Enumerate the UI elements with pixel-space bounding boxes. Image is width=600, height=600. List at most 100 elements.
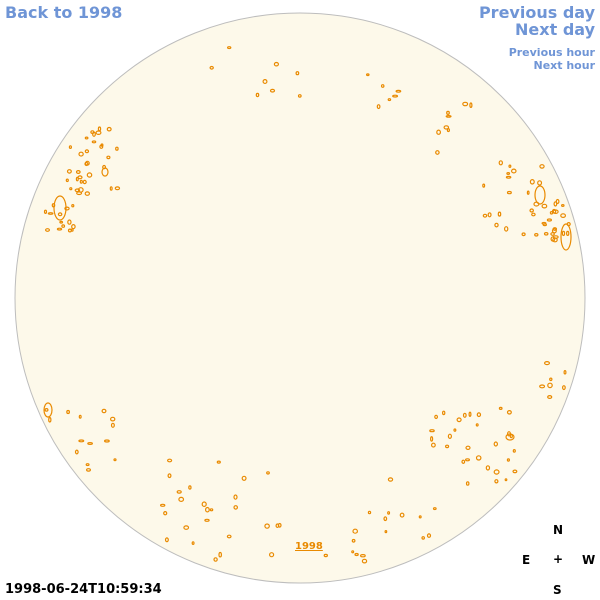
contour-speck	[69, 187, 73, 191]
contour-speck	[561, 230, 566, 237]
contour-speck	[384, 529, 388, 534]
contour-speck	[269, 88, 276, 93]
contour-speck	[476, 412, 482, 418]
contour-speck	[566, 230, 570, 236]
contour-speck	[539, 164, 545, 169]
year-marker-link[interactable]: 1998	[295, 541, 323, 552]
contour-speck	[56, 227, 63, 231]
contour-speck	[85, 468, 91, 472]
contour-speck	[537, 180, 543, 186]
contour-speck	[77, 175, 83, 180]
contour-speck	[534, 233, 539, 237]
contour-speck	[475, 423, 479, 427]
contour-speck	[392, 94, 399, 98]
contour-speck	[461, 459, 466, 464]
contour-speck	[482, 183, 486, 188]
contour-loop	[43, 402, 53, 418]
contour-speck	[465, 481, 470, 486]
contour-speck	[487, 212, 492, 218]
contour-speck	[360, 554, 366, 558]
contour-speck	[505, 175, 512, 179]
contour-speck	[552, 227, 558, 231]
contour-speck	[443, 125, 450, 130]
contour-speck	[504, 226, 509, 232]
contour-speck	[546, 218, 553, 222]
contour-speck	[82, 179, 87, 185]
contour-speck	[421, 536, 426, 540]
observation-timestamp: 1998-06-24T10:59:34	[5, 582, 162, 597]
next-day-link[interactable]: Next day	[515, 20, 595, 39]
contour-speck	[560, 204, 565, 208]
contour-speck	[562, 385, 566, 391]
contour-speck	[204, 506, 210, 513]
contour-speck	[395, 89, 402, 93]
contour-loop	[560, 223, 572, 251]
contour-speck	[376, 104, 381, 110]
contour-speck	[539, 384, 546, 389]
contour-speck	[233, 505, 239, 510]
contour-speck	[541, 203, 548, 209]
contour-speck	[387, 511, 391, 515]
contour-speck	[418, 515, 422, 519]
contour-speck	[106, 126, 112, 132]
contour-speck	[216, 460, 221, 464]
contour-speck	[90, 130, 95, 135]
contour-speck	[453, 428, 457, 432]
contour-speck	[354, 552, 359, 557]
contour-speck	[563, 369, 567, 375]
contour-speck	[550, 236, 556, 242]
contour-speck	[543, 361, 550, 366]
contour-speck	[550, 232, 555, 236]
contour-speck	[510, 168, 517, 174]
contour-speck	[436, 129, 442, 135]
contour-speck	[456, 417, 462, 423]
contour-speck	[531, 212, 536, 217]
contour-speck	[183, 525, 190, 530]
contour-speck	[468, 411, 472, 417]
contour-speck	[506, 409, 512, 415]
contour-speck	[109, 416, 116, 422]
contour-speck	[475, 455, 482, 461]
contour-speck	[493, 469, 500, 475]
contour-speck	[506, 458, 510, 462]
contour-speck	[465, 458, 471, 462]
contour-speck	[66, 169, 72, 174]
contour-speck	[429, 429, 435, 433]
contour-speck	[114, 186, 121, 191]
contour-speck	[508, 164, 512, 168]
contour-speck	[78, 151, 84, 157]
previous-hour-link[interactable]: Previous hour	[508, 46, 595, 59]
compass-center: +	[553, 552, 564, 566]
contour-speck	[295, 71, 300, 76]
contour-speck	[213, 557, 218, 562]
contour-speck	[209, 508, 214, 512]
contour-speck	[383, 516, 388, 522]
contour-speck	[498, 406, 503, 410]
contour-speck	[512, 449, 516, 453]
contour-speck	[277, 522, 282, 528]
contour-speck	[482, 213, 488, 218]
contour-speck	[84, 149, 90, 154]
contour-speck	[432, 507, 437, 511]
contour-speck	[48, 416, 52, 423]
contour-speck	[167, 458, 173, 463]
contour-speck	[101, 408, 107, 414]
contour-speck	[97, 126, 102, 132]
contour-speck	[85, 463, 90, 467]
contour-speck	[71, 203, 75, 208]
contour-loop	[505, 433, 515, 441]
next-hour-link[interactable]: Next hour	[533, 59, 596, 72]
contour-speck	[91, 140, 97, 144]
contour-speck	[84, 160, 90, 166]
contour-speck	[61, 224, 66, 228]
contour-speck	[504, 478, 508, 482]
contour-speck	[106, 155, 111, 160]
previous-day-link[interactable]: Previous day	[478, 3, 595, 22]
contour-speck	[512, 469, 518, 474]
contour-speck	[380, 84, 385, 88]
contour-speck	[387, 98, 392, 102]
back-to-year-link[interactable]: Back to 1998	[5, 3, 123, 22]
contour-speck	[367, 510, 372, 515]
contour-speck	[201, 501, 207, 508]
contour-speck	[75, 170, 81, 175]
